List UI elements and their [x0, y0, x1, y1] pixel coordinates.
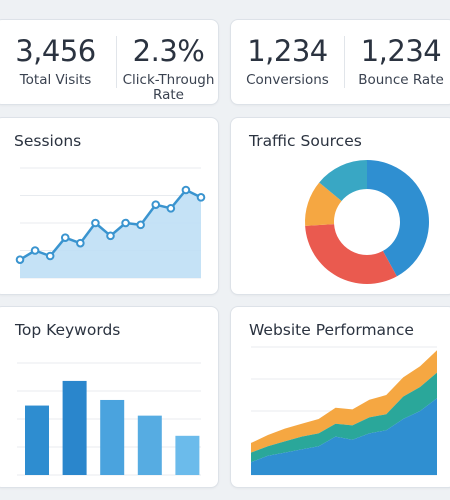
website-performance-card: Website Performance: [230, 306, 450, 488]
stat-label: Click-Through Rate: [117, 72, 218, 103]
data-point: [196, 193, 206, 202]
stat-label: Bounce Rate: [358, 72, 444, 88]
stat-value: 3,456: [15, 34, 96, 68]
stat-label-line2: Rate: [153, 87, 184, 103]
data-point: [60, 233, 70, 242]
data-point: [91, 218, 100, 228]
bar: [25, 405, 49, 475]
sessions-title: Sessions: [14, 132, 82, 150]
area-layer-orange: [251, 350, 437, 453]
data-point: [181, 185, 191, 195]
top-keywords-bar-chart: [17, 362, 201, 476]
stat-total-visits: 3,456 Total Visits: [0, 20, 116, 104]
traffic-sources-donut-chart: [305, 160, 429, 284]
stat-bounce-rate: 1,234 Bounce Rate: [345, 20, 450, 104]
website-performance-title: Website Performance: [249, 321, 414, 339]
stat-conversions: 1,234 Conversions: [231, 20, 344, 104]
slice-blue: [367, 160, 429, 277]
bar: [100, 399, 125, 475]
top-keywords-card: Top Keywords: [0, 306, 219, 488]
area-layer-blue: [251, 398, 437, 475]
traffic-sources-title: Traffic Sources: [249, 132, 362, 150]
website-performance-area-chart: [251, 346, 437, 476]
stat-value: 1,234: [360, 34, 442, 68]
data-point: [15, 255, 25, 264]
stat-click-through-rate: 2.3% Click-Through Rate: [117, 20, 218, 104]
slice-red: [305, 224, 397, 284]
stat-label-line1: Click-Through: [122, 72, 215, 88]
slice-orange: [305, 182, 342, 226]
data-point: [121, 218, 130, 228]
stat-divider: [344, 36, 345, 88]
sessions-area: [20, 190, 201, 278]
data-point: [151, 200, 161, 209]
stats-card-left: 3,456 Total Visits 2.3% Click-Through Ra…: [0, 19, 219, 105]
traffic-sources-card: Traffic Sources: [230, 117, 450, 295]
sessions-line-chart: [15, 167, 206, 279]
data-point: [30, 246, 40, 255]
sessions-card: Sessions: [0, 117, 219, 295]
stat-divider: [116, 36, 117, 88]
stat-label: Total Visits: [19, 72, 92, 88]
bar: [175, 435, 200, 475]
stat-value: 2.3%: [132, 34, 205, 68]
bar: [137, 415, 162, 475]
slice-teal: [319, 160, 367, 201]
stats-card-right: 1,234 Conversions 1,234 Bounce Rate: [230, 19, 450, 105]
stat-label: Conversions: [246, 72, 329, 88]
stat-value: 1,234: [247, 34, 328, 68]
data-point: [136, 220, 145, 230]
data-point: [166, 204, 176, 213]
data-point: [45, 251, 55, 261]
top-keywords-title: Top Keywords: [15, 321, 121, 339]
bar: [62, 380, 87, 475]
data-point: [76, 238, 85, 248]
area-layer-green: [251, 372, 437, 463]
data-point: [106, 231, 115, 241]
